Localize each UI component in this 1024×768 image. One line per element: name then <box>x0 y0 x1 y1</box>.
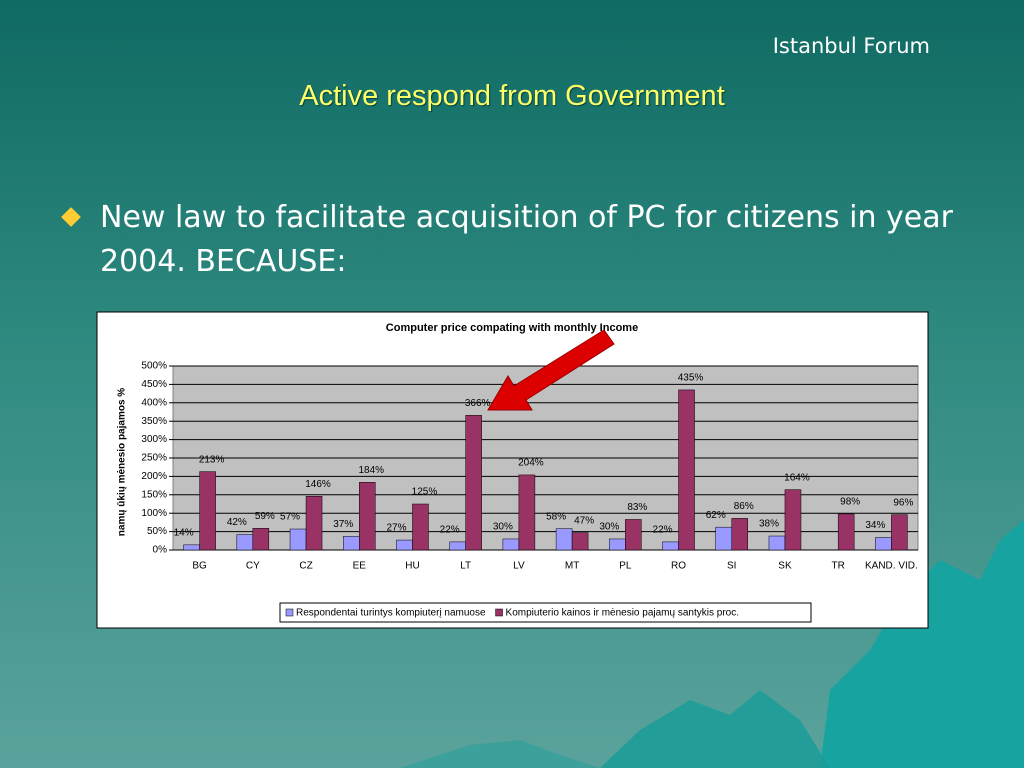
data-label: 38% <box>759 519 779 530</box>
data-label: 366% <box>465 398 491 409</box>
bar <box>731 518 748 551</box>
data-label: 22% <box>440 525 460 536</box>
y-tick-label: 150% <box>141 489 167 500</box>
y-tick-label: 100% <box>141 508 167 519</box>
y-axis-label: namų ūkių mėnesio pajamos % <box>117 388 128 536</box>
y-tick-label: 0% <box>153 545 168 556</box>
bar <box>678 389 695 551</box>
y-tick-label: 250% <box>141 453 167 464</box>
x-tick-label: TR <box>832 561 845 572</box>
data-label: 59% <box>255 511 275 522</box>
y-tick-label: 350% <box>141 416 167 427</box>
x-tick-label: CZ <box>299 561 312 572</box>
data-label: 146% <box>305 479 331 490</box>
bar <box>784 489 802 551</box>
y-tick-label: 450% <box>141 379 167 390</box>
x-tick-label: RO <box>671 561 686 572</box>
data-label: 184% <box>358 465 384 476</box>
x-tick-label: EE <box>353 561 367 572</box>
legend-swatch <box>285 608 294 617</box>
x-tick-label: HU <box>405 561 419 572</box>
legend-label: Kompiuterio kainos ir mėnesio pajamų san… <box>506 608 739 619</box>
bar <box>359 482 376 551</box>
y-tick-label: 300% <box>141 434 167 445</box>
data-label: 204% <box>518 458 544 469</box>
data-label: 22% <box>653 525 673 536</box>
bar <box>518 474 536 551</box>
data-label: 125% <box>412 487 438 498</box>
data-label: 34% <box>865 520 885 531</box>
y-tick-label: 400% <box>141 397 167 408</box>
x-tick-label: SI <box>727 561 736 572</box>
bullet-text: New law to facilitate acquisition of PC … <box>100 200 953 279</box>
x-tick-label: KAND. VID. <box>865 561 918 572</box>
legend-swatch <box>495 608 503 617</box>
x-tick-label: MT <box>565 561 579 572</box>
y-tick-label: 200% <box>141 471 167 482</box>
data-label: 98% <box>840 497 860 508</box>
data-label: 213% <box>199 454 225 465</box>
data-label: 27% <box>386 523 406 534</box>
data-label: 37% <box>333 519 353 530</box>
slide-title: Active respond from Government <box>299 80 725 112</box>
data-label: 30% <box>493 522 513 533</box>
bar <box>891 514 908 551</box>
data-label: 83% <box>627 502 647 513</box>
data-label: 30% <box>599 522 619 533</box>
bar <box>412 503 429 551</box>
x-tick-label: LT <box>460 561 471 572</box>
bar <box>465 415 482 551</box>
header: Istanbul Forum <box>772 34 930 58</box>
data-label: 42% <box>227 517 247 528</box>
bar <box>625 519 642 551</box>
data-label: 62% <box>706 510 726 521</box>
data-label: 86% <box>734 501 754 512</box>
legend-label: Respondentai turintys kompiuterį namuose <box>296 608 486 619</box>
data-label: 47% <box>574 515 594 526</box>
bar <box>571 532 589 551</box>
data-label: 14% <box>174 527 194 538</box>
x-tick-label: SK <box>778 561 792 572</box>
y-tick-label: 500% <box>141 361 167 372</box>
x-tick-label: CY <box>246 561 260 572</box>
data-label: 96% <box>893 497 913 508</box>
bar <box>837 513 855 551</box>
bar <box>305 496 323 551</box>
x-tick-label: LV <box>513 561 525 572</box>
bar <box>252 528 270 551</box>
data-label: 435% <box>678 373 704 384</box>
x-tick-label: PL <box>619 561 632 572</box>
bar <box>199 471 216 551</box>
legend-box <box>279 602 812 623</box>
data-label: 57% <box>280 512 300 523</box>
y-tick-label: 50% <box>147 526 167 537</box>
x-tick-label: BG <box>192 561 207 572</box>
chart-title: Computer price compating with monthly In… <box>386 322 638 334</box>
data-label: 58% <box>546 511 566 522</box>
data-label: 164% <box>784 472 810 483</box>
